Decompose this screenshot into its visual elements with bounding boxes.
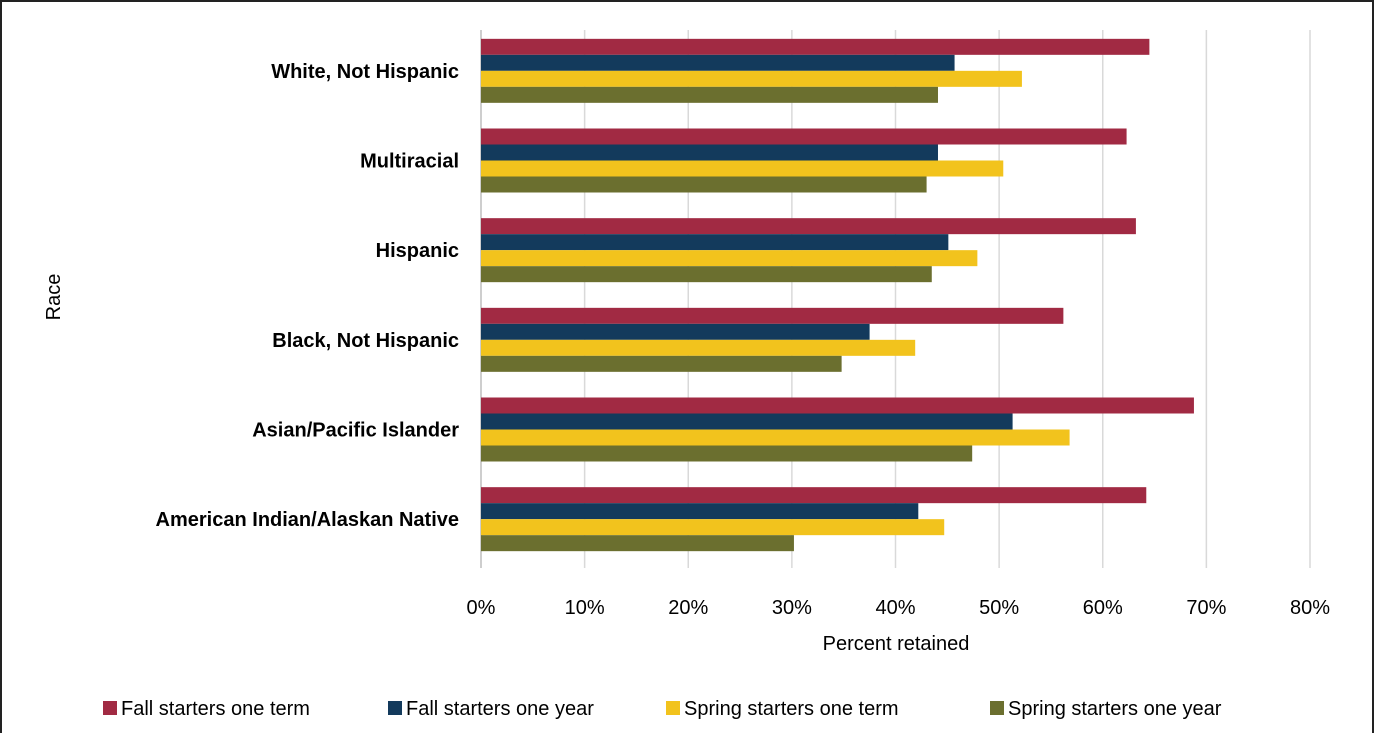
bar bbox=[481, 54, 955, 71]
bar bbox=[481, 176, 927, 193]
legend-swatch bbox=[666, 701, 680, 715]
y-axis-title: Race bbox=[43, 274, 65, 321]
x-tick-label: 0% bbox=[467, 597, 496, 619]
bar bbox=[481, 397, 1194, 414]
category-label: American Indian/Alaskan Native bbox=[156, 509, 459, 531]
bar bbox=[481, 86, 938, 103]
x-tick-label: 70% bbox=[1186, 597, 1226, 619]
bar bbox=[481, 323, 870, 340]
legend-label: Fall starters one year bbox=[406, 698, 594, 720]
legend-swatch bbox=[990, 701, 1004, 715]
bar bbox=[481, 355, 842, 372]
x-tick-label: 80% bbox=[1290, 597, 1330, 619]
legend-item: Spring starters one year bbox=[990, 698, 1222, 720]
bar bbox=[481, 234, 949, 251]
bar bbox=[481, 535, 794, 552]
bar bbox=[481, 503, 919, 520]
bar bbox=[481, 487, 1147, 504]
bar bbox=[481, 250, 978, 267]
x-axis-title: Percent retained bbox=[823, 633, 970, 655]
category-labels: White, Not Hispanic Multiracial Hispanic Bl… bbox=[156, 61, 460, 531]
gridlines bbox=[480, 30, 1311, 568]
x-tick-label: 20% bbox=[668, 597, 708, 619]
bar bbox=[481, 218, 1136, 235]
bar bbox=[481, 307, 1064, 324]
category-label: Multiracial bbox=[360, 151, 459, 173]
bar bbox=[481, 128, 1127, 145]
x-tick-label: 30% bbox=[772, 597, 812, 619]
legend-label: Spring starters one year bbox=[1008, 698, 1222, 720]
bar bbox=[481, 339, 916, 356]
legend-item: Fall starters one term bbox=[103, 698, 310, 720]
category-label: Asian/Pacific Islander bbox=[252, 420, 459, 442]
bar bbox=[481, 38, 1150, 55]
category-label: Hispanic bbox=[376, 240, 459, 262]
bar bbox=[481, 429, 1070, 446]
legend-label: Spring starters one term bbox=[684, 698, 899, 720]
category-label: Black, Not Hispanic bbox=[272, 330, 459, 352]
legend-swatch bbox=[103, 701, 117, 715]
category-label: White, Not Hispanic bbox=[271, 61, 459, 83]
bar bbox=[481, 70, 1022, 87]
legend-item: Fall starters one year bbox=[388, 698, 594, 720]
bar bbox=[481, 413, 1013, 430]
x-tick-label: 40% bbox=[875, 597, 915, 619]
x-tick-label: 60% bbox=[1083, 597, 1123, 619]
x-tick-labels: 0% 10% 20% 30% 40% 50% 60% 70% 80% bbox=[467, 597, 1331, 619]
bar bbox=[481, 160, 1004, 177]
legend-item: Spring starters one term bbox=[666, 698, 899, 720]
x-tick-label: 10% bbox=[565, 597, 605, 619]
bar bbox=[481, 266, 932, 283]
bar bbox=[481, 144, 938, 161]
bars bbox=[481, 38, 1194, 552]
legend: Fall starters one term Fall starters one … bbox=[103, 698, 1222, 720]
x-tick-label: 50% bbox=[979, 597, 1019, 619]
bar bbox=[481, 519, 945, 536]
bar bbox=[481, 445, 973, 462]
legend-label: Fall starters one term bbox=[121, 698, 310, 720]
legend-swatch bbox=[388, 701, 402, 715]
